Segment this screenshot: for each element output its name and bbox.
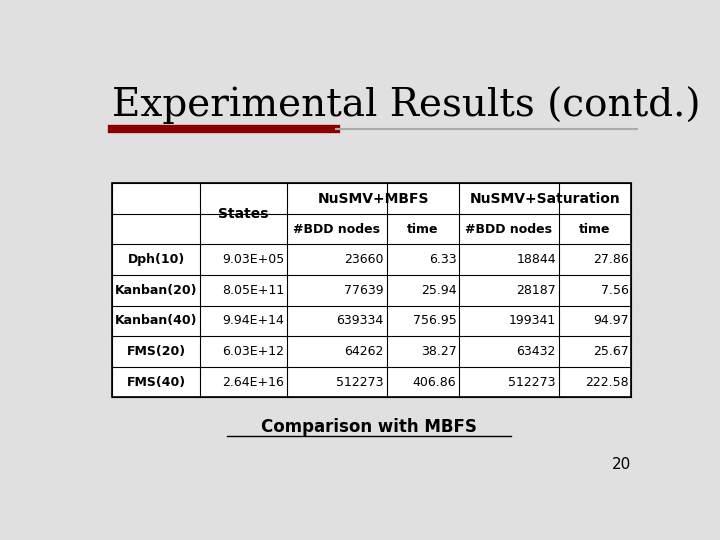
Text: Dph(10): Dph(10) — [127, 253, 184, 266]
Text: 7.56: 7.56 — [600, 284, 629, 297]
Text: 2.64E+16: 2.64E+16 — [222, 376, 284, 389]
Text: States: States — [218, 207, 269, 221]
Text: 27.86: 27.86 — [593, 253, 629, 266]
Text: 8.05E+11: 8.05E+11 — [222, 284, 284, 297]
Text: Kanban(40): Kanban(40) — [114, 314, 197, 327]
Bar — [112, 183, 631, 397]
Text: 63432: 63432 — [516, 345, 556, 358]
Text: Kanban(20): Kanban(20) — [114, 284, 197, 297]
Text: 406.86: 406.86 — [413, 376, 456, 389]
Text: 64262: 64262 — [344, 345, 384, 358]
Text: time: time — [407, 222, 438, 235]
Text: 9.03E+05: 9.03E+05 — [222, 253, 284, 266]
Text: 512273: 512273 — [508, 376, 556, 389]
Text: 6.03E+12: 6.03E+12 — [222, 345, 284, 358]
Text: 756.95: 756.95 — [413, 314, 456, 327]
Text: 18844: 18844 — [516, 253, 556, 266]
Text: 77639: 77639 — [344, 284, 384, 297]
Text: Comparison with MBFS: Comparison with MBFS — [261, 417, 477, 436]
Text: NuSMV+MBFS: NuSMV+MBFS — [318, 192, 429, 206]
Text: 512273: 512273 — [336, 376, 384, 389]
Text: 25.94: 25.94 — [420, 284, 456, 297]
Text: #BDD nodes: #BDD nodes — [293, 222, 380, 235]
Text: FMS(40): FMS(40) — [127, 376, 186, 389]
Text: 94.97: 94.97 — [593, 314, 629, 327]
Text: Experimental Results (contd.): Experimental Results (contd.) — [112, 85, 701, 124]
Text: 6.33: 6.33 — [429, 253, 456, 266]
Text: 28187: 28187 — [516, 284, 556, 297]
Text: 639334: 639334 — [336, 314, 384, 327]
Text: FMS(20): FMS(20) — [127, 345, 186, 358]
Text: 9.94E+14: 9.94E+14 — [222, 314, 284, 327]
Text: 20: 20 — [612, 457, 631, 472]
Text: 222.58: 222.58 — [585, 376, 629, 389]
Text: 25.67: 25.67 — [593, 345, 629, 358]
Text: 199341: 199341 — [508, 314, 556, 327]
Text: time: time — [579, 222, 611, 235]
Text: 38.27: 38.27 — [420, 345, 456, 358]
Text: 23660: 23660 — [344, 253, 384, 266]
Text: NuSMV+Saturation: NuSMV+Saturation — [470, 192, 621, 206]
Text: #BDD nodes: #BDD nodes — [465, 222, 552, 235]
